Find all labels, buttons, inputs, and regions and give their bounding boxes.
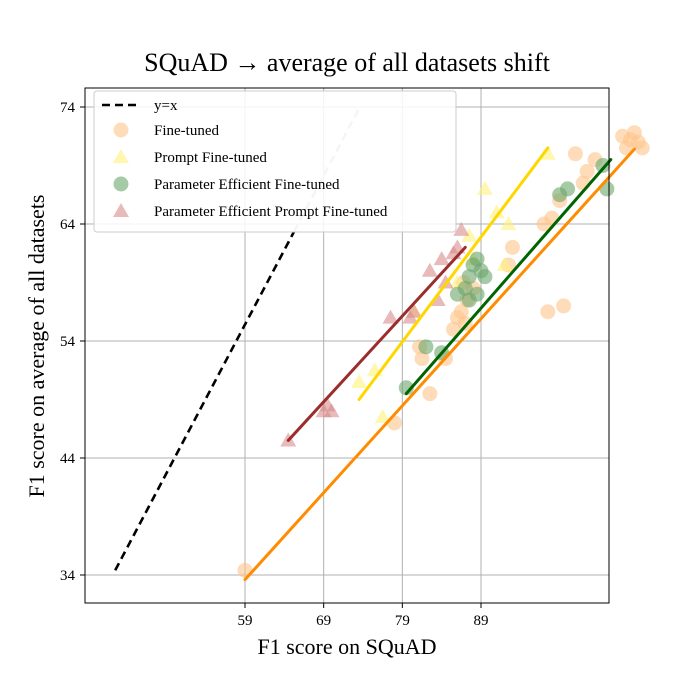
data-point (418, 339, 434, 355)
data-point (488, 204, 505, 219)
x-tick-label: 69 (316, 613, 331, 629)
reference-line-segment (114, 231, 295, 571)
x-tick-label: 59 (238, 613, 253, 629)
data-point (567, 146, 583, 162)
legend-label: y=x (154, 98, 178, 114)
data-point (461, 227, 478, 242)
x-tick-label: 79 (395, 613, 410, 629)
legend-label: Prompt Fine-tuned (154, 150, 267, 166)
legend-swatch (113, 149, 129, 163)
data-point (445, 321, 461, 337)
data-point (457, 280, 473, 296)
data-point (556, 298, 572, 314)
data-point (500, 216, 517, 230)
data-point (422, 386, 438, 402)
data-point (421, 262, 438, 277)
data-point (595, 158, 611, 173)
y-axis-ticks: 34 44 54 64 74 (60, 100, 85, 584)
data-points (237, 125, 650, 578)
data-point (540, 304, 556, 320)
x-axis-label: F1 score on SQuAD (257, 634, 436, 659)
data-point (402, 309, 419, 324)
y-tick-label: 44 (60, 451, 76, 467)
legend-label: Parameter Efficient Fine-tuned (154, 177, 340, 193)
data-point (453, 221, 470, 236)
data-point (496, 256, 513, 271)
data-point (539, 145, 556, 160)
data-point (414, 351, 430, 367)
series-4-fit-line (286, 245, 467, 442)
data-point (461, 269, 477, 285)
data-point (433, 251, 450, 266)
legend-swatch (113, 122, 129, 138)
chart-title: SQuAD → average of all datasets shift (144, 48, 551, 77)
data-point (351, 373, 368, 388)
series-4-points (280, 221, 470, 447)
series-1-fit-line (243, 147, 636, 582)
y-tick-label: 74 (60, 100, 76, 116)
data-point (323, 403, 340, 418)
data-point (382, 309, 399, 324)
data-point (477, 269, 493, 285)
legend: y=x Fine-tuned Prompt Fine-tuned Parameter … (93, 90, 457, 233)
y-axis-label: F1 score on average of all datasets (24, 195, 49, 498)
legend-label: Fine-tuned (154, 123, 219, 139)
data-point (579, 163, 595, 179)
series-2-fit-line (357, 146, 550, 401)
series-3-fit-line (404, 158, 613, 396)
y-tick-label: 64 (60, 217, 76, 233)
data-point (634, 140, 650, 156)
y-tick-label: 34 (60, 568, 76, 584)
data-point (437, 274, 454, 289)
legend-swatch (113, 176, 129, 192)
data-point (476, 180, 493, 195)
legend-label: Parameter Efficient Prompt Fine-tuned (154, 204, 388, 220)
data-point (560, 181, 576, 197)
y-tick-label: 54 (60, 334, 76, 350)
legend-box (93, 90, 457, 233)
legend-swatch (113, 203, 129, 217)
plot-frame (84, 87, 610, 604)
fit-lines (243, 146, 636, 582)
x-tick-label: 89 (474, 613, 489, 629)
data-point (461, 292, 477, 308)
data-point (453, 304, 469, 320)
data-point (469, 251, 485, 267)
x-axis-ticks: 59 69 79 89 (238, 603, 489, 629)
data-point (504, 239, 520, 255)
data-point (374, 409, 391, 424)
data-point (429, 292, 446, 307)
